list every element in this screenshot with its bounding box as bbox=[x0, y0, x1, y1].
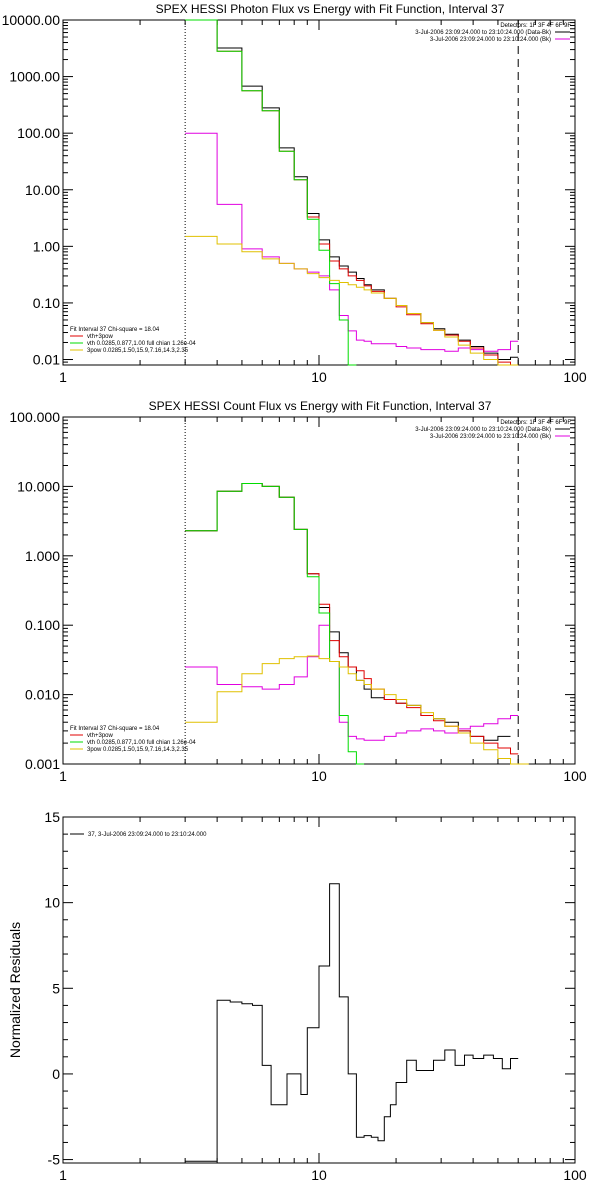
y-tick-label: -5 bbox=[48, 1152, 61, 1168]
y-tick-label: 10.00 bbox=[25, 182, 60, 198]
series-bk bbox=[185, 132, 519, 352]
count-flux-chart: SPEX HESSI Count Flux vs Energy with Fit… bbox=[9, 399, 587, 784]
legend-bottom: Fit Interval 37 Chi-square = 18.04vth+3p… bbox=[70, 726, 196, 753]
y-tick-label: 15 bbox=[44, 809, 60, 825]
legend-entry: 37, 3-Jul-2006 23:09:24.000 to 23:10:24.… bbox=[88, 832, 207, 838]
series-3pow bbox=[185, 235, 519, 366]
series-bk bbox=[185, 624, 519, 741]
x-tick-label: 10 bbox=[311, 768, 327, 784]
y-tick-label: 100.000 bbox=[9, 409, 60, 425]
axes: 1 10 100 0.01 0.10 1.00 10.00 100.00 1000.00 1000… bbox=[2, 12, 587, 385]
x-tick-label: 1 bbox=[59, 768, 67, 784]
y-tick-label: 0 bbox=[52, 1066, 60, 1082]
photon-flux-chart: SPEX HESSI Photon Flux vs Energy with Fi… bbox=[2, 2, 587, 385]
series-group bbox=[185, 883, 519, 1162]
x-tick-label: 10 bbox=[311, 1167, 327, 1183]
legend-entry: Detectors: 1F 3F 4F 6F 9F bbox=[500, 420, 571, 426]
x-tick-label: 100 bbox=[563, 1167, 587, 1183]
legend-top: Detectors: 1F 3F 4F 6F 9F3-Jul-2006 23:0… bbox=[415, 23, 571, 43]
legend-entry: 3pow 0.0285,1.50,15.9,7.16,14.3,2.35 bbox=[87, 348, 189, 354]
series-residual bbox=[185, 883, 519, 1162]
y-tick-label: 1000.00 bbox=[9, 69, 60, 85]
axes: 1 10 100 -5 0 5 10 15 bbox=[44, 809, 586, 1183]
legend-entry: vth+3pow bbox=[87, 334, 114, 340]
series-3pow bbox=[185, 655, 529, 765]
y-tick-label: 0.010 bbox=[25, 687, 60, 703]
y-tick-label: 0.10 bbox=[33, 295, 60, 311]
x-tick-label: 1 bbox=[59, 369, 67, 385]
legend: 37, 3-Jul-2006 23:09:24.000 to 23:10:24.… bbox=[70, 832, 207, 838]
y-axis-label: Normalized Residuals bbox=[7, 922, 23, 1058]
legend-entry: vth+3pow bbox=[87, 733, 114, 739]
series-group bbox=[185, 483, 529, 765]
chart-title: SPEX HESSI Count Flux vs Energy with Fit… bbox=[149, 399, 492, 413]
series-vth-3pow bbox=[185, 483, 519, 755]
legend-entry: Detectors: 1F 3F 4F 6F 9F bbox=[500, 23, 571, 29]
x-tick-label: 100 bbox=[563, 768, 587, 784]
legend-entry: Fit Interval 37 Chi-square = 18.04 bbox=[70, 726, 160, 732]
x-tick-label: 10 bbox=[311, 369, 327, 385]
x-tick-label: 100 bbox=[563, 369, 587, 385]
chart-title: SPEX HESSI Photon Flux vs Energy with Fi… bbox=[156, 2, 505, 16]
legend-entry: 3-Jul-2006 23:09:24.000 to 23:10:24.000 … bbox=[415, 30, 551, 36]
y-tick-label: 10.000 bbox=[17, 478, 60, 494]
y-tick-label: 0.100 bbox=[25, 617, 60, 633]
series-data-bk bbox=[185, 483, 511, 741]
y-tick-label: 5 bbox=[52, 980, 60, 996]
legend-entry: 3pow 0.0285,1.50,15.9,7.16,14.3,2.35 bbox=[87, 747, 189, 753]
legend-entry: 3-Jul-2006 23:09:24.000 to 23:10:24.000 … bbox=[430, 434, 551, 440]
residuals-chart: Normalized Residuals 1 10 100 -5 0 5 10 15 37, … bbox=[7, 809, 587, 1183]
series-vth bbox=[185, 483, 365, 765]
plot-frame bbox=[62, 19, 576, 366]
legend-entry: Fit Interval 37 Chi-square = 18.04 bbox=[70, 327, 160, 333]
series-vth-3pow bbox=[185, 19, 519, 366]
y-tick-label: 1.000 bbox=[25, 548, 60, 564]
y-tick-label: 0.001 bbox=[25, 756, 60, 772]
y-tick-label: 100.00 bbox=[17, 125, 60, 141]
axes: 1 10 100 0.001 0.010 0.100 1.000 10.000 100.000 bbox=[9, 409, 587, 784]
y-tick-label: 1.00 bbox=[33, 238, 60, 254]
legend-entry: 3-Jul-2006 23:09:24.000 to 23:10:24.000 … bbox=[430, 37, 551, 43]
series-vth bbox=[185, 19, 357, 366]
y-tick-label: 0.01 bbox=[33, 352, 60, 368]
legend-entry: 3-Jul-2006 23:09:24.000 to 23:10:24.000 … bbox=[415, 427, 551, 433]
y-tick-label: 10 bbox=[44, 895, 60, 911]
legend-bottom: Fit Interval 37 Chi-square = 18.04vth+3p… bbox=[70, 327, 196, 354]
x-tick-label: 1 bbox=[59, 1167, 67, 1183]
legend-entry: vth 0.0285,0.877,1.00 full chian 1.26e-0… bbox=[87, 740, 196, 746]
legend-top: Detectors: 1F 3F 4F 6F 9F3-Jul-2006 23:0… bbox=[415, 420, 571, 440]
y-tick-label: 10000.00 bbox=[2, 12, 61, 28]
series-group bbox=[185, 19, 519, 366]
legend-entry: vth 0.0285,0.877,1.00 full chian 1.26e-0… bbox=[87, 341, 196, 347]
series-data-bk bbox=[185, 19, 519, 360]
